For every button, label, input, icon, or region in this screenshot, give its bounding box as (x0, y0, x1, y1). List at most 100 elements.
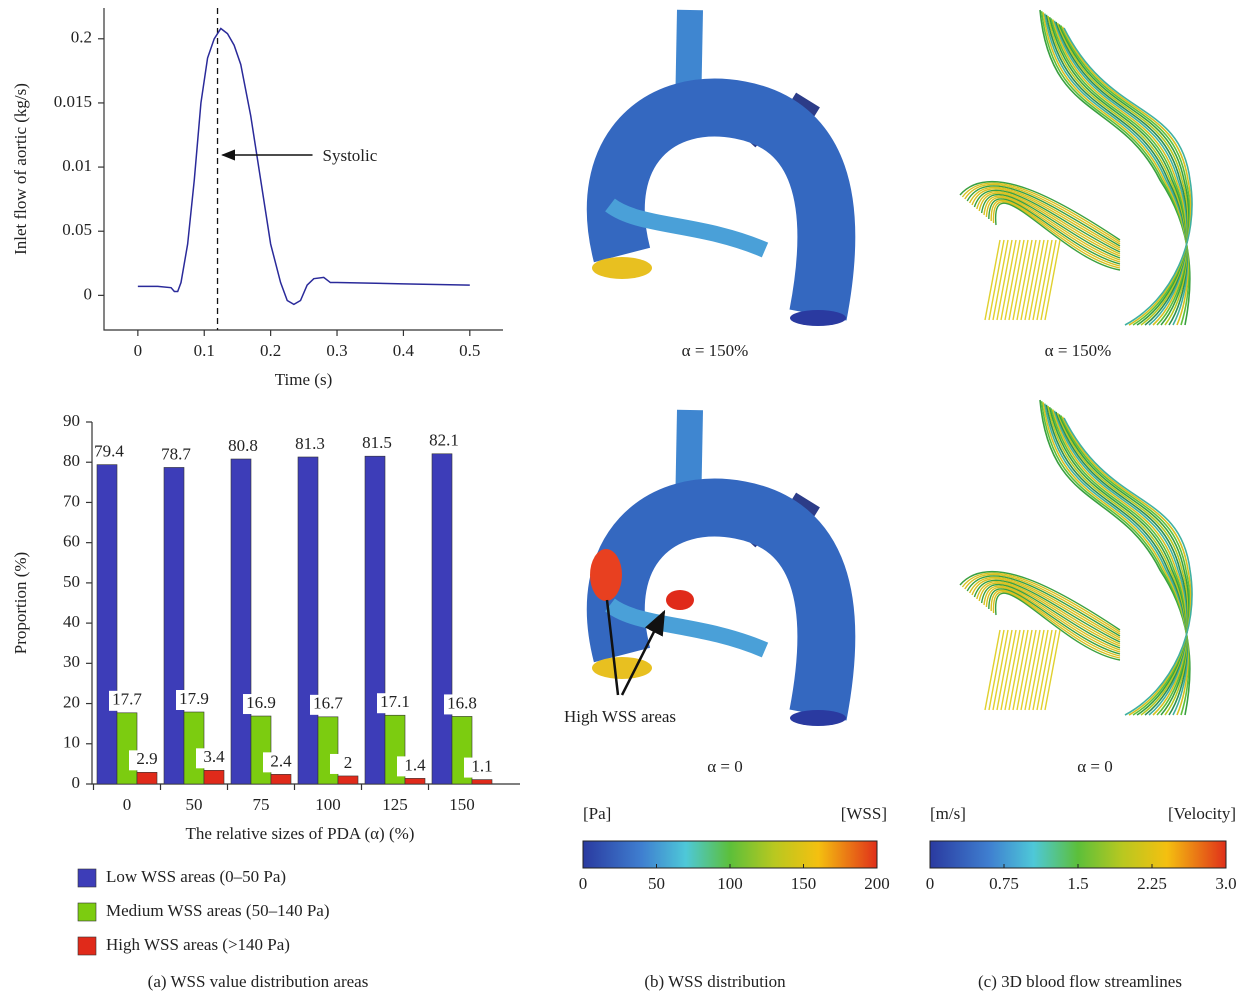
colorbar-tick-label: 2.25 (1137, 874, 1167, 893)
bar (184, 712, 204, 784)
bar (117, 713, 137, 784)
value-label: 1.1 (471, 756, 492, 775)
value-label: 16.9 (246, 693, 276, 712)
x-tick-label: 75 (253, 795, 270, 814)
high-wss-spot (590, 549, 622, 601)
bar (298, 457, 318, 784)
x-tick-label: 100 (315, 795, 341, 814)
bar (338, 776, 358, 784)
render-label: α = 0 (707, 757, 743, 776)
render-label: α = 0 (1077, 757, 1113, 776)
colorbar (583, 841, 877, 868)
y-tick-label: 30 (63, 652, 80, 671)
high-wss-spot (666, 590, 694, 610)
value-label: 2.9 (136, 749, 157, 768)
streamline-render (960, 10, 1192, 325)
colorbar-unit: [Pa] (583, 804, 611, 823)
value-label: 3.4 (203, 747, 225, 766)
colorbar-tick-label: 100 (717, 874, 743, 893)
y-tick-label: 0.2 (71, 28, 92, 47)
value-label: 80.8 (228, 436, 258, 455)
y-axis-label: Inlet flow of aortic (kg/s) (11, 83, 30, 255)
bar (137, 772, 157, 784)
x-axis-label: The relative sizes of PDA (α) (%) (186, 824, 415, 843)
value-label: 81.5 (362, 433, 392, 452)
legend-label: High WSS areas (>140 Pa) (106, 935, 290, 954)
x-tick-label: 0.3 (326, 341, 347, 360)
legend-label: Medium WSS areas (50–140 Pa) (106, 901, 330, 920)
y-tick-label: 0.01 (62, 156, 92, 175)
value-label: 79.4 (94, 442, 124, 461)
colorbar-tick-label: 0.75 (989, 874, 1019, 893)
colorbar-tick-label: 200 (864, 874, 890, 893)
y-tick-label: 0.05 (62, 220, 92, 239)
render-label: α = 150% (1045, 341, 1112, 360)
bar (164, 467, 184, 784)
y-tick-label: 0.015 (54, 92, 92, 111)
colorbar-tick-label: 3.0 (1215, 874, 1236, 893)
y-tick-label: 0 (72, 773, 81, 792)
y-axis-label: Proportion (%) (11, 552, 30, 654)
x-tick-label: 50 (186, 795, 203, 814)
colorbar-tick-label: 50 (648, 874, 665, 893)
y-tick-label: 40 (63, 612, 80, 631)
legend-swatch (78, 869, 96, 887)
x-tick-label: 0 (134, 341, 143, 360)
axis (104, 8, 503, 330)
bar (365, 456, 385, 784)
value-label: 17.7 (112, 690, 142, 709)
x-axis-label: Time (s) (275, 370, 332, 389)
value-label: 82.1 (429, 431, 459, 450)
colorbar-tick-label: 0 (926, 874, 935, 893)
x-tick-label: 0.1 (194, 341, 215, 360)
y-tick-label: 0 (84, 284, 93, 303)
x-tick-label: 125 (382, 795, 408, 814)
value-label: 2 (344, 753, 353, 772)
x-tick-label: 0.4 (393, 341, 415, 360)
colorbar-quantity: [Velocity] (1168, 804, 1236, 823)
value-label: 16.8 (447, 693, 477, 712)
line (138, 29, 470, 305)
bar (405, 778, 425, 784)
bar (432, 454, 452, 784)
annotation: Systolic (323, 146, 378, 165)
x-tick-label: 0.5 (459, 341, 480, 360)
y-tick-label: 10 (63, 733, 80, 752)
figure: α = 150% α = 0 High WSS areas α = 150% α… (0, 0, 1245, 996)
x-tick-label: 0 (123, 795, 132, 814)
annotation: High WSS areas (564, 707, 676, 726)
value-label: 16.7 (313, 694, 343, 713)
bar (97, 465, 117, 784)
colorbar-tick-label: 1.5 (1067, 874, 1088, 893)
colorbar-tick-label: 0 (579, 874, 588, 893)
y-tick-label: 60 (63, 532, 80, 551)
value-label: 81.3 (295, 434, 325, 453)
colorbar-tick-label: 150 (791, 874, 817, 893)
page: {"chart_data": [ {"type": "line", "xlabe… (0, 0, 1245, 996)
value-label: 17.1 (380, 692, 410, 711)
legend-swatch (78, 903, 96, 921)
bar (271, 774, 291, 784)
caption: (a) WSS value distribution areas (148, 972, 369, 991)
y-tick-label: 80 (63, 451, 80, 470)
bar (231, 459, 251, 784)
value-label: 1.4 (404, 755, 426, 774)
legend-label: Low WSS areas (0–50 Pa) (106, 867, 286, 886)
legend-swatch (78, 937, 96, 955)
streamline-render (960, 400, 1192, 715)
colorbar-quantity: [WSS] (841, 804, 887, 823)
x-tick-label: 0.2 (260, 341, 281, 360)
bar (204, 770, 224, 784)
bar (472, 780, 492, 784)
y-tick-label: 50 (63, 572, 80, 591)
value-label: 17.9 (179, 689, 209, 708)
colorbar-unit: [m/s] (930, 804, 966, 823)
x-tick-label: 150 (449, 795, 475, 814)
caption: (c) 3D blood flow streamlines (978, 972, 1182, 991)
bar (251, 716, 271, 784)
y-tick-label: 70 (63, 491, 80, 510)
caption: (b) WSS distribution (644, 972, 786, 991)
wss-render (592, 10, 846, 326)
colorbar (930, 841, 1226, 868)
y-tick-label: 90 (63, 411, 80, 430)
